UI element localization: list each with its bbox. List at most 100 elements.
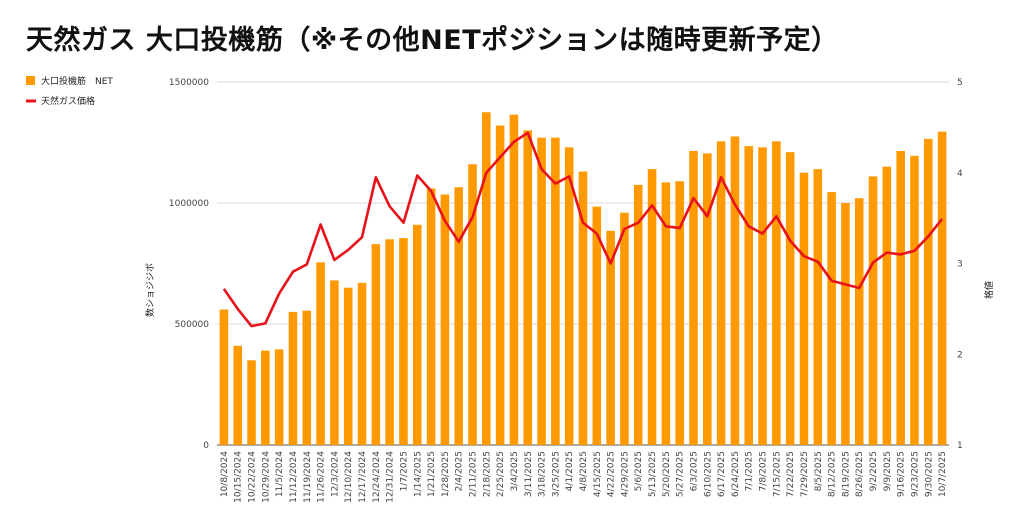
x-tick-label: 8/26/2025: [855, 451, 865, 497]
bar: [343, 287, 353, 445]
bar: [647, 169, 657, 445]
bar: [841, 203, 850, 445]
x-tick-label: 2/11/2025: [469, 451, 479, 497]
bar: [924, 138, 933, 445]
x-tick-label: 12/24/2024: [372, 451, 382, 503]
bar: [564, 147, 574, 445]
x-tick-label: 2/25/2025: [496, 451, 506, 497]
x-tick-label: 11/5/2024: [275, 451, 285, 497]
x-tick-label: 11/12/2024: [289, 451, 299, 503]
y-left-tick-label: 500000: [175, 320, 210, 330]
bar: [412, 224, 422, 445]
x-tick-label: 11/19/2024: [303, 451, 313, 503]
x-tick-label: 1/14/2025: [413, 451, 423, 497]
bar: [620, 212, 629, 445]
x-tick-label: 10/29/2024: [261, 451, 271, 503]
x-tick-label: 10/22/2024: [248, 451, 258, 503]
x-tick-label: 7/8/2025: [759, 451, 769, 491]
bar: [882, 166, 892, 445]
x-tick-label: 1/28/2025: [441, 451, 451, 497]
x-tick-label: 8/19/2025: [841, 451, 851, 497]
y-left-tick-label: 0: [203, 441, 209, 451]
bar: [523, 130, 533, 445]
x-tick-label: 7/29/2025: [800, 451, 810, 497]
bar: [592, 206, 602, 445]
bar: [399, 238, 408, 445]
x-tick-label: 6/10/2025: [703, 451, 713, 497]
bar: [316, 262, 325, 445]
x-tick-label: 4/15/2025: [593, 451, 603, 497]
bar: [730, 136, 740, 445]
x-tick-label: 3/4/2025: [510, 451, 520, 491]
x-tick-label: 9/30/2025: [924, 451, 934, 497]
x-tick-label: 6/3/2025: [689, 451, 699, 491]
bar: [896, 150, 905, 445]
bar: [219, 309, 229, 445]
x-tick-label: 11/26/2024: [317, 451, 327, 503]
y-right-axis-title: 格値: [983, 281, 995, 299]
y-left-tick-label: 1500000: [169, 78, 209, 88]
x-tick-label: 9/16/2025: [897, 451, 907, 497]
bar: [440, 194, 450, 445]
x-tick-label: 4/29/2025: [620, 451, 630, 497]
price-line: [222, 131, 944, 328]
axes: 0 500000 1000000 1500000 1 2 3 4 5 10/8/2024 10/15…: [169, 78, 963, 503]
legend-swatch-bar: [26, 76, 35, 85]
bar: [854, 198, 864, 445]
x-tick-label: 8/5/2025: [814, 451, 824, 491]
x-tick-label: 6/17/2025: [717, 451, 727, 497]
y-left-tick-label: 1000000: [169, 199, 209, 209]
x-tick-label: 12/31/2024: [386, 451, 396, 503]
x-tick-label: 1/21/2025: [427, 451, 437, 497]
x-tick-label: 1/7/2025: [399, 451, 409, 491]
bar: [274, 349, 284, 445]
y-left-axis-title: 数ショジジボ: [144, 263, 156, 317]
x-tick-label: 9/9/2025: [883, 451, 893, 491]
x-tick-label: 10/7/2025: [938, 451, 948, 497]
bar: [758, 147, 767, 445]
bar: [371, 244, 381, 445]
bar: [509, 114, 519, 446]
bar: [910, 155, 919, 445]
bar: [357, 282, 367, 445]
bar: [495, 125, 505, 445]
bar: [288, 311, 298, 445]
x-tick-label: 7/1/2025: [745, 451, 755, 491]
bar: [703, 153, 712, 445]
bar: [937, 131, 947, 446]
bar: [813, 169, 823, 445]
bar: [385, 239, 394, 445]
x-tick-label: 9/23/2025: [910, 451, 920, 497]
bar: [744, 146, 754, 445]
x-tick-label: 9/2/2025: [869, 451, 879, 491]
x-tick-label: 8/12/2025: [828, 451, 838, 497]
x-tick-label: 12/17/2024: [358, 451, 368, 503]
bar: [606, 230, 615, 445]
bar: [675, 181, 684, 445]
bar: [868, 176, 878, 445]
bar: [261, 350, 270, 445]
legend-label-bar: 大口投機筋 NET: [41, 75, 113, 87]
bar: [661, 182, 671, 445]
x-tick-label: 10/15/2024: [234, 451, 244, 503]
bar: [799, 172, 809, 445]
x-tick-label: 7/22/2025: [786, 451, 796, 497]
y-right-tick-label: 3: [957, 260, 963, 270]
x-tick-label: 4/1/2025: [565, 451, 575, 491]
bar: [233, 345, 242, 445]
bar: [633, 184, 643, 445]
x-tick-label: 3/11/2025: [524, 451, 534, 497]
bar: [772, 141, 781, 446]
bar: [302, 310, 312, 445]
x-tick-label: 6/24/2025: [731, 451, 741, 497]
bar: [468, 164, 477, 445]
legend-label-line: 天然ガス価格: [41, 95, 95, 107]
legend: 大口投機筋 NET 天然ガス価格: [26, 75, 113, 107]
bar: [247, 360, 256, 445]
x-tick-label: 5/13/2025: [648, 451, 658, 497]
y-right-tick-label: 4: [957, 169, 963, 179]
bar: [578, 171, 588, 446]
x-tick-label: 3/25/2025: [551, 451, 561, 497]
line-series: [222, 131, 944, 328]
